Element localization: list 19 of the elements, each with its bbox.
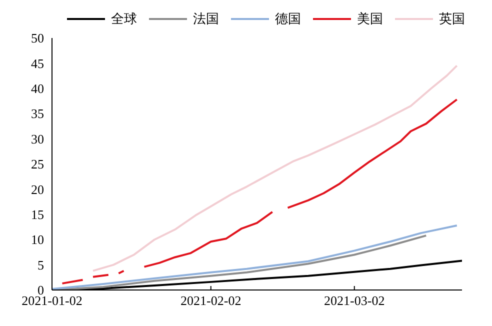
line-series (52, 224, 458, 290)
x-tick-label: 2021-03-02 (324, 293, 385, 308)
line-series (92, 64, 458, 272)
legend-label: 法国 (193, 11, 219, 28)
y-tick-label: 20 (31, 182, 44, 197)
x-tick-label: 2021-02-02 (180, 293, 242, 308)
legend-label: 全球 (111, 11, 137, 28)
legend-label: 德国 (275, 11, 301, 28)
y-tick-label: 45 (31, 56, 44, 71)
y-tick-label: 35 (31, 106, 44, 122)
y-tick-label: 30 (31, 131, 44, 146)
y-tick-label: 25 (31, 156, 44, 172)
y-tick-label: 50 (31, 30, 44, 46)
legend-label: 美国 (357, 11, 383, 28)
y-tick-label: 15 (31, 207, 44, 222)
y-tick-label: 10 (31, 232, 44, 248)
y-tick-label: 5 (38, 257, 44, 272)
y-tick-label: 40 (31, 81, 44, 96)
legend-label: 英国 (439, 11, 465, 28)
